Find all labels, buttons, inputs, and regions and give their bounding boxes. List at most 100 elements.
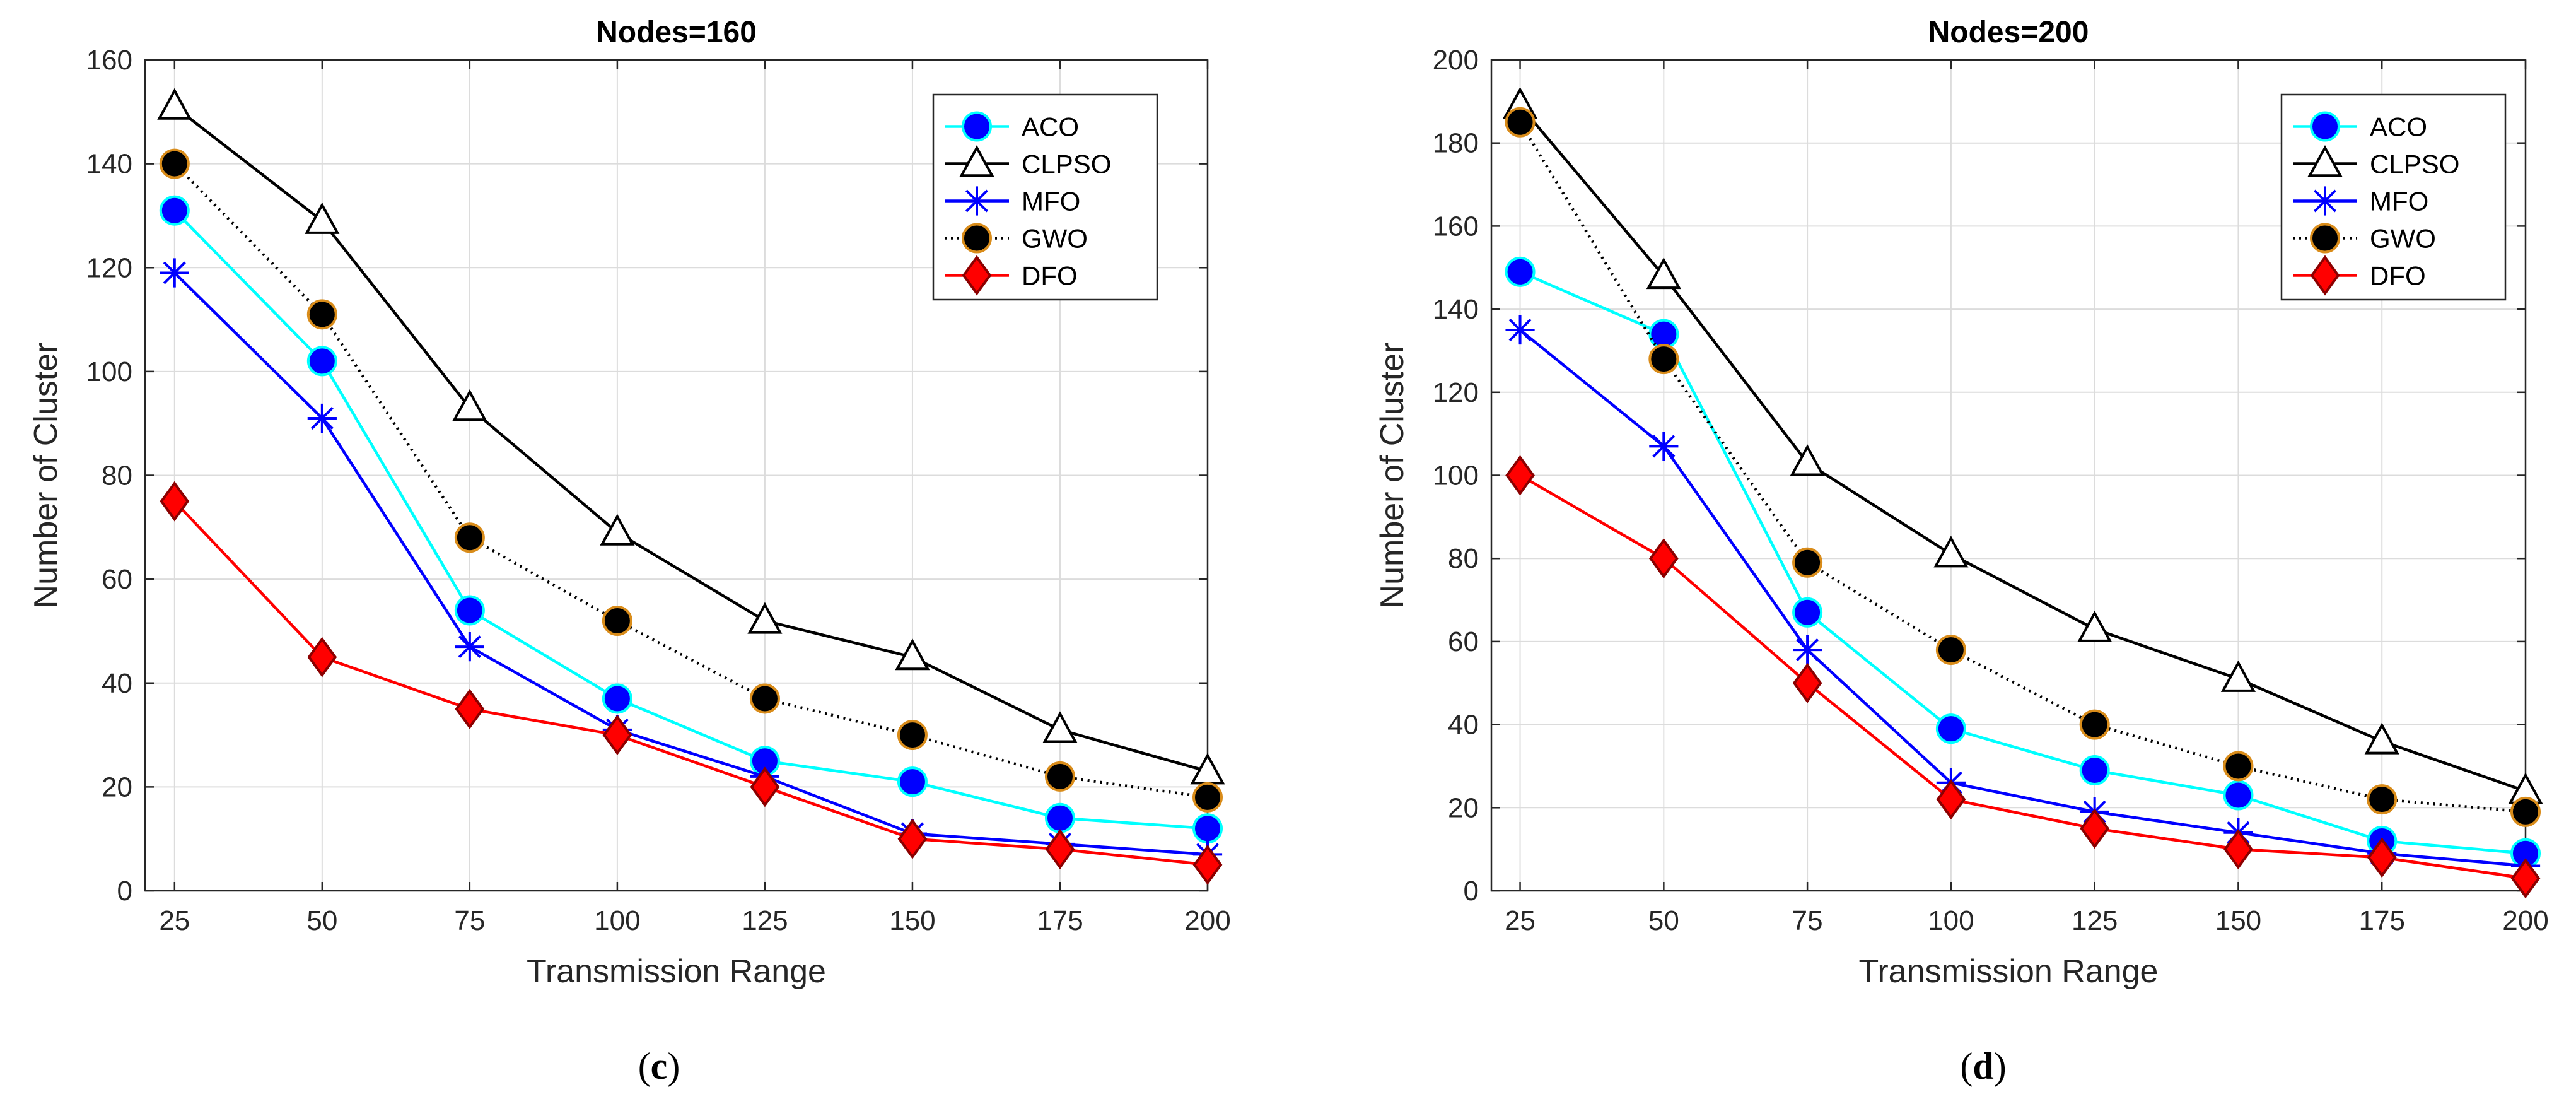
marker-stroke	[1652, 435, 1676, 458]
data-point-dfo	[2510, 858, 2541, 899]
data-point-mfo	[1505, 315, 1535, 345]
y-axis-label: Number of Cluster	[28, 343, 64, 609]
legend-label: MFO	[2370, 187, 2428, 216]
y-tick-label: 40	[1448, 710, 1479, 741]
x-tick-label: 75	[1792, 905, 1823, 936]
data-point-gwo	[1044, 761, 1075, 792]
data-point-gwo	[749, 683, 780, 714]
data-point-clpso	[1790, 444, 1825, 476]
y-tick-label: 0	[117, 876, 132, 907]
series-aco	[1505, 256, 2541, 869]
data-point-aco	[1935, 713, 1966, 744]
data-point-dfo	[2223, 829, 2253, 870]
data-point-aco	[1192, 813, 1223, 844]
data-point-clpso	[2364, 722, 2399, 755]
marker-stroke	[1796, 638, 1819, 662]
legend-marker	[2307, 145, 2343, 177]
data-point-aco	[1505, 256, 1536, 287]
data-point-clpso	[1646, 257, 1681, 290]
panel-caption: (d)	[1960, 1045, 2006, 1087]
data-point-clpso	[1933, 536, 1969, 568]
legend-item-clpso: CLPSO	[945, 145, 1111, 179]
data-point-aco	[2223, 780, 2254, 811]
caption-open-paren: (	[638, 1045, 651, 1087]
data-point-clpso	[157, 88, 192, 120]
data-point-dfo	[2080, 808, 2110, 849]
series-clpso	[157, 88, 1225, 785]
x-tick-label: 75	[454, 905, 485, 936]
marker-stroke	[965, 189, 989, 213]
y-axis: 0 20 40 60 80 100 120 140 160	[86, 45, 1208, 907]
data-point-aco	[897, 766, 928, 797]
legend: ACO CLPSO MFO GWO DFO	[932, 93, 1158, 301]
y-tick-label: 160	[86, 45, 132, 76]
x-tick-label: 175	[1037, 905, 1083, 936]
chart-title: Nodes=160	[596, 16, 757, 49]
data-point-gwo	[1505, 107, 1536, 138]
x-tick-label: 100	[594, 905, 640, 936]
y-tick-label: 160	[1433, 211, 1479, 242]
legend-label: GWO	[1022, 224, 1088, 254]
data-point-dfo	[1505, 455, 1535, 496]
x-tick-label: 25	[159, 905, 190, 936]
y-tick-label: 80	[1448, 543, 1479, 574]
y-axis-label: Number of Cluster	[1374, 343, 1411, 609]
data-point-clpso	[452, 389, 487, 421]
x-tick-label: 125	[742, 905, 788, 936]
y-axis: 0 20 40 60 80 100 120 140 160 180 200	[1433, 45, 2526, 907]
data-point-clpso	[305, 202, 340, 234]
panel-caption: (c)	[638, 1045, 680, 1087]
series-line-clpso	[173, 105, 1208, 773]
data-point-gwo	[897, 720, 928, 751]
data-point-aco	[454, 595, 485, 626]
data-point-clpso	[2077, 610, 2113, 642]
legend-item-mfo: MFO	[2293, 186, 2428, 216]
y-tick-label: 40	[102, 668, 132, 699]
series-line-dfo	[173, 500, 1208, 867]
x-axis: 25 50 75 100 125 150 175 200	[1505, 60, 2549, 936]
legend-item-aco: ACO	[945, 111, 1079, 142]
x-tick-label: 50	[306, 905, 337, 936]
data-point-aco	[2079, 755, 2110, 786]
caption-letter: d	[1973, 1045, 1993, 1087]
x-axis-label: Transmission Range	[527, 953, 826, 990]
marker-stroke	[163, 261, 186, 285]
x-tick-label: 25	[1505, 905, 1536, 936]
data-point-aco	[306, 346, 337, 377]
data-point-clpso	[600, 514, 635, 546]
y-tick-label: 60	[102, 564, 132, 595]
data-point-dfo	[750, 766, 780, 807]
series-line-mfo	[1519, 329, 2526, 867]
marker-stroke	[1508, 318, 1532, 342]
data-point-gwo	[1792, 547, 1823, 578]
data-point-gwo	[2510, 796, 2541, 827]
x-tick-label: 175	[2359, 905, 2405, 936]
y-tick-label: 100	[86, 356, 132, 387]
data-point-mfo	[1793, 635, 1822, 665]
data-point-dfo	[1192, 844, 1223, 885]
data-point-gwo	[454, 522, 485, 553]
series-line-mfo	[173, 271, 1208, 856]
x-tick-label: 200	[2502, 905, 2548, 936]
data-point-gwo	[602, 605, 632, 636]
series-dfo	[160, 481, 1223, 885]
data-point-dfo	[1648, 538, 1679, 579]
legend-label: CLPSO	[1022, 150, 1111, 179]
data-point-dfo	[307, 637, 337, 678]
y-tick-label: 20	[102, 772, 132, 802]
chart-panel-c: 25 50 75 100 125 150 175 200 0 20 40 60 80 100 120 140 1…	[28, 16, 1231, 1087]
legend-label: ACO	[1022, 112, 1079, 142]
caption-close-paren: )	[667, 1045, 680, 1087]
series-line-clpso	[1518, 104, 2526, 793]
x-tick-label: 150	[2215, 905, 2261, 936]
data-point-dfo	[602, 715, 632, 756]
y-tick-label: 120	[1433, 377, 1479, 408]
y-tick-label: 140	[86, 149, 132, 180]
data-point-aco	[159, 195, 190, 226]
data-point-mfo	[1649, 432, 1679, 461]
series-gwo	[159, 148, 1223, 813]
marker-stroke	[2313, 189, 2337, 213]
data-point-dfo	[2367, 837, 2397, 878]
data-point-gwo	[306, 299, 337, 330]
